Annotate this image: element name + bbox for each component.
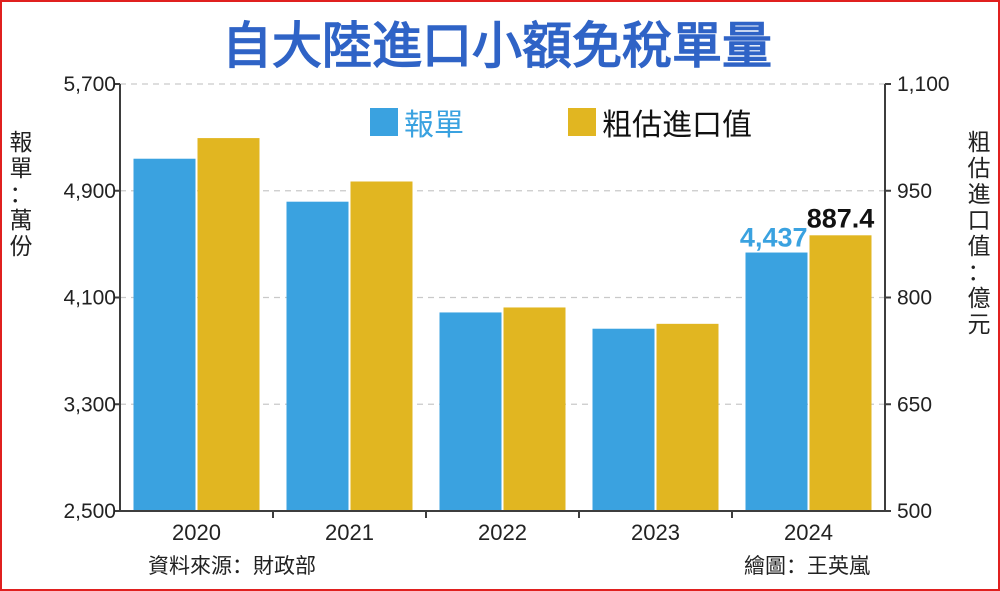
- left-tick-label: 2,500: [63, 500, 116, 523]
- left-axis-title-char: ：: [10, 182, 33, 208]
- left-axis-ticks: 2,500 3,300 4,100 4,900 5,700: [63, 73, 120, 523]
- right-axis-title-char: 元: [968, 312, 991, 338]
- left-axis-title-char: 萬: [10, 208, 33, 234]
- right-axis-title-char: 估: [968, 156, 991, 182]
- legend-swatch-blue: [370, 108, 398, 136]
- left-axis-title-char: 報: [10, 130, 33, 156]
- left-axis-title: 報單：萬份: [10, 130, 33, 260]
- left-tick-label: 4,900: [63, 180, 116, 203]
- bar-import-value-2021: [350, 181, 413, 511]
- x-tick-label: 2023: [631, 520, 680, 545]
- bar-import-value-2022: [503, 307, 566, 511]
- right-tick-label: 1,100: [897, 73, 950, 96]
- legend-label-blue: 報單: [404, 108, 464, 143]
- right-axis-title-char: 口: [968, 208, 991, 234]
- source-note: 資料來源：財政部: [148, 554, 316, 578]
- right-axis-title: 粗估進口值：億元: [968, 130, 991, 338]
- left-axis-title-char: 單: [10, 156, 33, 182]
- right-axis-title-char: ：: [968, 260, 991, 286]
- right-tick-label: 950: [897, 180, 932, 203]
- x-tick-label: 2021: [325, 520, 374, 545]
- x-axis-ticks: 2020 2021 2022 2023 2024: [172, 511, 833, 545]
- bar-import-value-2024: [809, 235, 872, 511]
- right-axis-title-char: 粗: [968, 130, 991, 156]
- bar-report-2022: [439, 312, 502, 511]
- left-tick-label: 3,300: [63, 393, 116, 416]
- left-tick-label: 4,100: [63, 287, 116, 310]
- x-tick-label: 2024: [784, 520, 833, 545]
- bar-import-value-2023: [656, 323, 719, 511]
- data-label-report: 4,437: [740, 223, 808, 253]
- legend: 報單 粗估進口值: [370, 108, 752, 143]
- bar-report-2020: [133, 158, 196, 511]
- right-tick-label: 500: [897, 500, 932, 523]
- legend-label-gold: 粗估進口值: [602, 108, 752, 143]
- bar-import-value-2020: [197, 138, 260, 511]
- right-tick-label: 800: [897, 287, 932, 310]
- right-axis-ticks: 500 650 800 950 1,100: [885, 73, 950, 523]
- bar-report-2024: [745, 252, 808, 511]
- right-axis-title-char: 進: [968, 182, 991, 208]
- bars: [133, 138, 872, 511]
- legend-swatch-gold: [568, 108, 596, 136]
- right-axis-title-char: 值: [968, 234, 991, 260]
- left-tick-label: 5,700: [63, 73, 116, 96]
- right-tick-label: 650: [897, 393, 932, 416]
- data-label-import-value: 887.4: [807, 203, 875, 233]
- bar-report-2023: [592, 328, 655, 511]
- credit-note: 繪圖：王英嵐: [744, 554, 870, 578]
- x-tick-label: 2022: [478, 520, 527, 545]
- chart-title: 自大陸進口小額免稅單量: [222, 17, 772, 75]
- x-tick-label: 2020: [172, 520, 221, 545]
- left-axis-title-char: 份: [10, 234, 33, 260]
- right-axis-title-char: 億: [968, 286, 991, 312]
- bar-report-2021: [286, 201, 349, 511]
